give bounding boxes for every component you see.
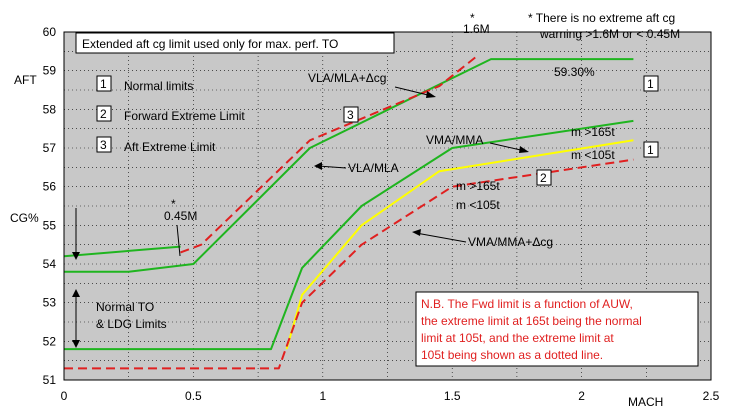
y-tick-label: 53 [43, 296, 57, 310]
label-ldg-limits: & LDG Limits [96, 317, 167, 331]
nb-note-box [415, 291, 699, 367]
x-tick-label: 2 [578, 389, 585, 403]
arrowhead-vma-mma-dcg [412, 229, 421, 236]
arrowhead-normal-to-down [72, 340, 80, 348]
x-axis-label: MACH [628, 395, 663, 409]
label-m-lt-105t-mid: m <105t [456, 198, 500, 212]
legend-box-3 [96, 136, 112, 153]
star-0-45m-mark: * [171, 197, 176, 211]
max-perf-note-box [75, 32, 395, 54]
legend-num-3: 3 [100, 138, 107, 152]
nb-line-1: N.B. The Fwd limit is a function of AUW, [421, 297, 633, 311]
arrow-vla-mla [317, 165, 347, 169]
nb-line-4: 105t being shown as a dotted line. [421, 348, 603, 362]
label-vla-mla-dcg: VLA/MLA+Δcg [308, 71, 386, 85]
arrowhead-upper-bracket [72, 252, 80, 260]
legend-label-3: Aft Extreme Limit [124, 140, 216, 154]
x-tick-label: 1 [319, 389, 326, 403]
legend-num-2: 2 [100, 107, 107, 121]
y-tick-label: 55 [43, 218, 57, 232]
label-vla-mla: VLA/MLA [348, 161, 399, 175]
tick-labels: 51 52 53 54 55 56 57 58 59 60 0 0.5 1 1.5 2 2.5 [43, 25, 720, 403]
arrow-vma-mma [489, 142, 526, 152]
arrowhead-vla-mla-dcg [426, 91, 436, 98]
footnote-line-1: * There is no extreme aft cg [528, 11, 675, 25]
y-tick-label: 56 [43, 180, 57, 194]
series-line-green-solid [63, 245, 181, 258]
x-tick-label: 1.5 [444, 389, 461, 403]
box-num-1-top-text: 1 [647, 77, 654, 91]
arrowhead-normal-to-up [72, 289, 80, 297]
x-tick-label: 2.5 [703, 389, 720, 403]
arrow-vma-mma-dcg [415, 232, 467, 243]
series-line-red-dashed [64, 158, 634, 370]
label-vma-mma: VMA/MMA [426, 133, 483, 147]
legend-box-2 [96, 105, 112, 122]
label-normal-to: Normal TO [96, 300, 154, 314]
series-line-green-solid [64, 119, 634, 351]
series-line-yellow-solid [285, 139, 634, 350]
series-line-red-dashed [180, 54, 479, 254]
x-tick-label: 0.5 [185, 389, 202, 403]
box-num-1-top [643, 75, 659, 92]
box-num-3-text: 3 [347, 108, 354, 122]
y-tick-label: 59 [43, 64, 57, 78]
y-tick-label: 52 [43, 334, 57, 348]
max-perf-note: Extended aft cg limit used only for max.… [82, 37, 338, 51]
arrowhead-vla-mla [314, 162, 322, 170]
series-group [63, 54, 634, 370]
y-tick-label: 51 [43, 373, 57, 387]
label-m-gt-165t-mid: m >165t [456, 179, 500, 193]
nb-line-3: limit at 105t, and the extreme limit at [421, 331, 614, 345]
y-axis-label-aft: AFT [14, 73, 37, 87]
arrowhead-vma-mma [519, 146, 529, 153]
x-tick-label: 0 [61, 389, 68, 403]
star-0-45m-pointer [176, 224, 181, 257]
y-tick-label: 57 [43, 141, 57, 155]
footnote-line-2: warning >1.6M or < 0.45M [539, 27, 680, 41]
y-tick-label: 54 [43, 257, 57, 271]
y-tick-label: 58 [43, 102, 57, 116]
y-axis-label-cg: CG% [10, 211, 39, 225]
series-line-green-solid [64, 58, 634, 273]
label-vma-mma-dcg: VMA/MMA+Δcg [468, 235, 553, 249]
star-0-45m-label: 0.45M [164, 209, 197, 223]
y-tick-label: 60 [43, 25, 57, 39]
legend-box-1 [96, 75, 112, 92]
box-num-1-right [643, 141, 659, 158]
box-num-2 [536, 169, 552, 186]
box-num-2-text: 2 [540, 171, 547, 185]
star-1-6m-mark: * [470, 11, 475, 25]
label-59-30-percent: 59.30% [554, 65, 595, 79]
legend: 1 Normal limits 2 Forward Extreme Limit … [96, 75, 245, 154]
arrow-vla-mla-dcg [394, 86, 433, 97]
plot-border [63, 31, 712, 381]
legend-label-1: Normal limits [124, 79, 193, 93]
legend-num-1: 1 [100, 77, 107, 91]
nb-line-2: the extreme limit at 165t being the norm… [421, 314, 642, 328]
star-1-6m-label: 1.6M [463, 22, 490, 36]
legend-label-2: Forward Extreme Limit [124, 109, 245, 123]
box-num-1-right-text: 1 [647, 143, 654, 157]
box-num-3 [343, 106, 359, 123]
label-m-lt-105t-top: m <105t [571, 148, 615, 162]
label-m-gt-165t-top: m >165t [571, 125, 615, 139]
